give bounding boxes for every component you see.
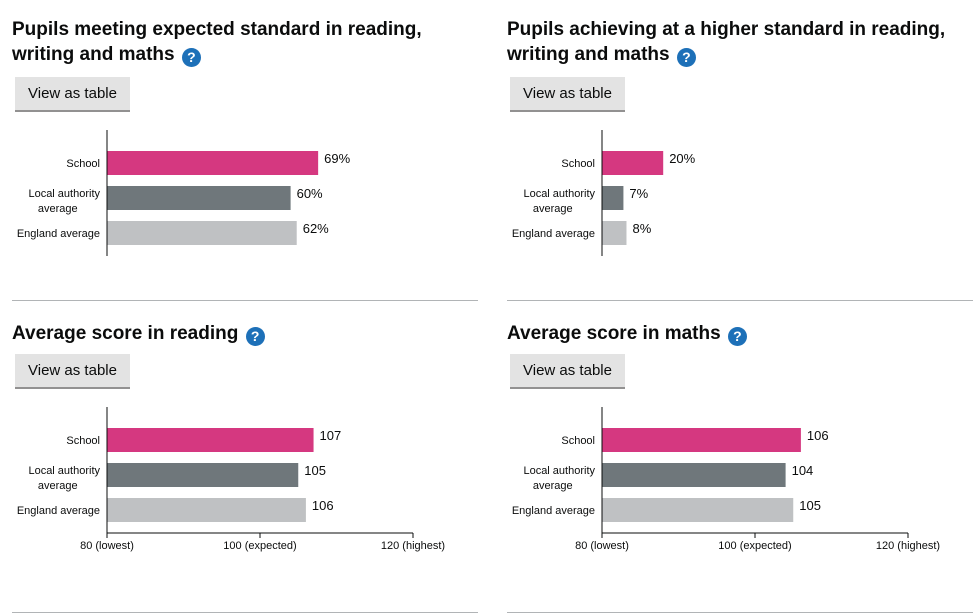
x-tick-label: 100 (expected) (223, 540, 296, 552)
chart-svg: School 106 Local authority average 104 Englan… (512, 407, 940, 552)
bar-chart: School 106 Local authority average 104 Englan… (507, 407, 973, 557)
category-label-line: Local authority (523, 188, 595, 200)
category-label: England average (512, 228, 595, 240)
section-divider (507, 300, 973, 301)
chart-title: Pupils meeting expected standard in read… (12, 19, 422, 67)
bar-local (107, 463, 299, 487)
bar-england (107, 498, 306, 522)
value-label: 106 (312, 498, 334, 513)
chart-svg: School 107 Local authority average 105 Englan… (17, 407, 445, 552)
category-label: England average (17, 228, 100, 240)
category-label: England average (17, 505, 100, 517)
category-label: Local authority average (523, 465, 595, 492)
view-as-table-button[interactable]: View as table (15, 77, 130, 112)
bar-local (602, 186, 624, 210)
category-label-line: Local authority (523, 465, 595, 477)
category-label: Local authority average (523, 188, 595, 215)
bar-chart: School 20% Local authority average 7% England… (507, 130, 973, 260)
x-tick-label: 80 (lowest) (575, 540, 629, 552)
bar-school (602, 428, 801, 452)
view-as-table-button[interactable]: View as table (15, 354, 130, 389)
value-label: 106 (807, 428, 829, 443)
bar-school (107, 151, 319, 175)
bar-england (602, 498, 794, 522)
category-label: School (66, 158, 100, 170)
category-label-line: average (533, 203, 573, 215)
value-label: 105 (799, 498, 821, 513)
bar-england (107, 221, 297, 245)
view-as-table-button[interactable]: View as table (510, 77, 625, 112)
category-label-line: average (38, 480, 78, 492)
category-label: School (561, 158, 595, 170)
chart-title: Pupils achieving at a higher standard in… (507, 19, 946, 67)
x-tick-label: 120 (highest) (876, 540, 940, 552)
x-tick-label: 80 (lowest) (80, 540, 134, 552)
category-label-line: Local authority (28, 465, 100, 477)
help-icon[interactable]: ? (181, 48, 201, 67)
bar-chart: School 69% Local authority average 60% Englan… (12, 130, 478, 260)
chart-svg: School 20% Local authority average 7% England… (512, 130, 696, 256)
category-label: Local authority average (28, 188, 100, 215)
x-tick-label: 120 (highest) (381, 540, 445, 552)
value-label: 62% (303, 221, 329, 236)
bar-england (602, 221, 627, 245)
category-label-line: average (533, 480, 573, 492)
bar-chart: School 107 Local authority average 105 Englan… (12, 407, 478, 557)
help-icon[interactable]: ? (245, 327, 265, 346)
section-divider (507, 612, 973, 613)
value-label: 60% (297, 186, 323, 201)
category-label: Local authority average (28, 465, 100, 492)
chart-title: Average score in reading ? (12, 321, 478, 346)
category-label: School (66, 435, 100, 447)
value-label: 7% (629, 186, 648, 201)
bar-local (602, 463, 786, 487)
value-label: 20% (669, 151, 695, 166)
chart-svg: School 69% Local authority average 60% Englan… (17, 130, 351, 256)
value-label: 107 (320, 428, 342, 443)
value-label: 69% (324, 151, 350, 166)
help-icon[interactable]: ? (676, 48, 696, 67)
bar-school (107, 428, 314, 452)
value-label: 8% (632, 221, 651, 236)
category-label-line: average (38, 203, 78, 215)
category-label: England average (512, 505, 595, 517)
category-label: School (561, 435, 595, 447)
view-as-table-button[interactable]: View as table (510, 354, 625, 389)
x-tick-label: 100 (expected) (718, 540, 791, 552)
value-label: 105 (304, 463, 326, 478)
help-icon[interactable]: ? (727, 327, 747, 346)
chart-title: Average score in maths ? (507, 321, 973, 346)
category-label-line: Local authority (28, 188, 100, 200)
value-label: 104 (792, 463, 814, 478)
bar-school (602, 151, 664, 175)
section-divider (12, 612, 478, 613)
section-divider (12, 300, 478, 301)
bar-local (107, 186, 291, 210)
